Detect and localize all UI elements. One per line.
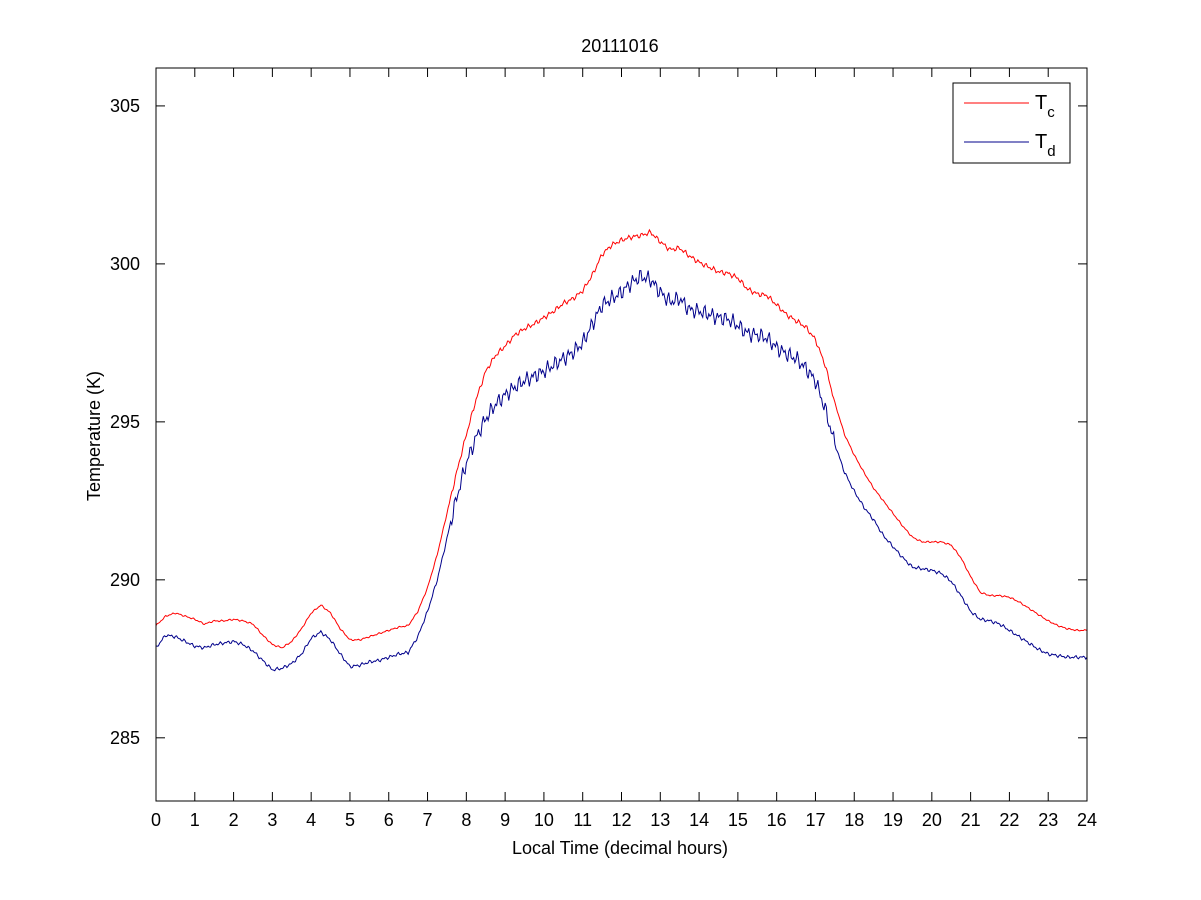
x-tick-label: 13 <box>650 810 670 830</box>
series-line-t-c <box>155 228 1088 649</box>
x-tick-label: 20 <box>922 810 942 830</box>
series-line-t-d <box>155 270 1088 672</box>
x-tick-label: 12 <box>611 810 631 830</box>
x-tick-label: 23 <box>1038 810 1058 830</box>
x-tick-label: 18 <box>844 810 864 830</box>
chart-title: 20111016 <box>581 36 658 56</box>
legend-label-subscript: c <box>1047 104 1055 121</box>
y-tick-label: 305 <box>110 96 140 116</box>
x-tick-label: 0 <box>151 810 161 830</box>
x-tick-label: 10 <box>534 810 554 830</box>
legend-box <box>952 82 1071 164</box>
y-tick-label: 295 <box>110 412 140 432</box>
x-tick-label: 22 <box>999 810 1019 830</box>
y-tick-label: 300 <box>110 254 140 274</box>
y-tick-label: 285 <box>110 728 140 748</box>
x-tick-label: 21 <box>961 810 981 830</box>
x-tick-label: 6 <box>384 810 394 830</box>
ticks-layer: 0 1 2 3 4 5 6 7 8 9 10 11 12 13 14 15 16 17 18 19 20 21 22 23 24… <box>110 68 1097 830</box>
x-tick-label: 2 <box>229 810 239 830</box>
x-tick-label: 4 <box>306 810 316 830</box>
x-tick-label: 11 <box>573 810 592 830</box>
x-axis-label: Local Time (decimal hours) <box>512 838 728 858</box>
x-tick-label: 1 <box>190 810 200 830</box>
x-tick-label: 8 <box>461 810 471 830</box>
x-tick-label: 7 <box>423 810 433 830</box>
x-tick-label: 15 <box>728 810 748 830</box>
x-tick-label: 24 <box>1077 810 1097 830</box>
x-tick-label: 16 <box>767 810 787 830</box>
series-layer <box>155 228 1088 672</box>
legend-label-subscript: d <box>1047 143 1055 160</box>
x-tick-label: 9 <box>500 810 510 830</box>
x-tick-label: 5 <box>345 810 355 830</box>
x-tick-label: 19 <box>883 810 903 830</box>
y-tick-label: 290 <box>110 570 140 590</box>
x-tick-label: 17 <box>805 810 825 830</box>
x-tick-label: 14 <box>689 810 709 830</box>
y-axis-label: Temperature (K) <box>84 371 104 501</box>
x-tick-label: 3 <box>267 810 277 830</box>
